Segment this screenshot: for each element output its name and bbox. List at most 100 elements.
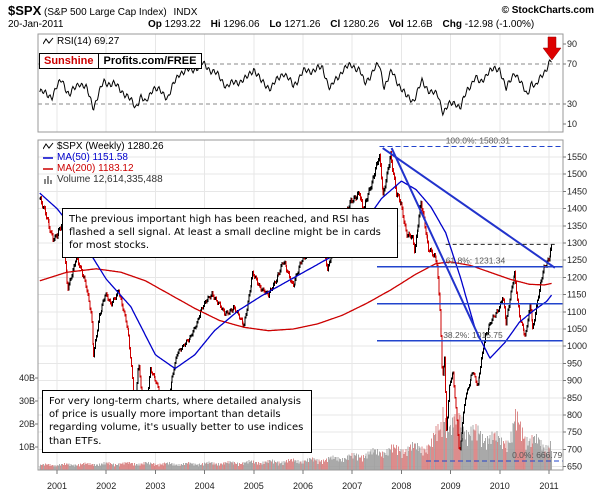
x-axis-year-label: 2008 xyxy=(391,481,411,491)
volume-axis-label: 40B xyxy=(19,373,35,383)
price-axis-label: 1450 xyxy=(567,186,587,196)
price-axis-label: 900 xyxy=(567,376,582,386)
rsi-line xyxy=(39,58,552,117)
index-name: (S&P 500 Large Cap Index) xyxy=(44,7,167,18)
rsi-series xyxy=(39,58,552,117)
rsi-legend: RSI(14) 69.27 xyxy=(43,36,119,47)
ticker-symbol: $SPX xyxy=(8,3,42,18)
rsi-panel-bg xyxy=(38,34,563,132)
annotation-note-2: For very long-term charts, where detaile… xyxy=(42,390,312,453)
steep-declining-resistance-line xyxy=(390,147,482,340)
open-value: 1293.22 xyxy=(164,19,201,30)
price-axis-label: 1200 xyxy=(567,272,587,282)
legend-volume-label: Volume 12,614,335,488 xyxy=(57,174,163,185)
x-axis-year-label: 2011 xyxy=(539,481,558,491)
fib-level-label: 100.0%: 1580.31 xyxy=(446,136,511,146)
volume-axis-label: 30B xyxy=(19,396,35,406)
ma200-line-icon xyxy=(43,168,53,170)
axis-labels: 1550 1500 1450 1400 1350 1300 1250 1200 1150 1100… xyxy=(19,39,587,491)
line-chart-icon xyxy=(43,37,54,45)
sell-signal-arrow-icon xyxy=(542,36,562,61)
open-label: Op xyxy=(148,19,162,30)
chart-header: $SPX (S&P 500 Large Cap Index) INDX xyxy=(8,3,596,19)
price-axis-label: 800 xyxy=(567,410,582,420)
quote-high: Hi 1296.06 xyxy=(211,19,260,30)
rsi-axis-label: 70 xyxy=(567,59,577,69)
quote-close: Cl 1280.26 xyxy=(330,19,379,30)
high-label: Hi xyxy=(210,19,221,30)
watermark: Sunshine Profits.com/FREE xyxy=(39,53,203,69)
x-axis-year-label: 2003 xyxy=(145,481,165,491)
volume-label: Vol xyxy=(388,19,404,30)
price-axis-label: 700 xyxy=(567,444,582,454)
candlestick-icon xyxy=(43,142,54,150)
quote-low: Lo 1271.26 xyxy=(269,19,320,30)
high-value: 1296.06 xyxy=(223,19,260,30)
trendlines xyxy=(382,147,556,340)
rsi-panel-border xyxy=(37,33,564,133)
low-value: 1271.26 xyxy=(284,19,321,30)
x-axis-year-label: 2009 xyxy=(441,481,461,491)
close-value: 1280.26 xyxy=(343,19,380,30)
fib-level-label: 38.2%: 1015.75 xyxy=(443,330,503,340)
volume-value: 12.6B xyxy=(406,19,433,30)
annotation-note-1: The previous important high has been rea… xyxy=(62,208,398,258)
legend-volume-row: Volume 12,614,335,488 xyxy=(43,174,164,185)
price-axis-label: 1500 xyxy=(567,169,587,179)
x-axis-year-label: 2010 xyxy=(490,481,510,491)
legend-ma50-label: MA(50) 1151.58 xyxy=(57,152,128,163)
copyright-label: © StockCharts.com xyxy=(501,5,594,16)
close-label: Cl xyxy=(330,19,341,30)
price-axis-label: 1250 xyxy=(567,255,587,265)
legend-spx-row: $SPX (Weekly) 1280.26 xyxy=(43,141,164,152)
volume-bars xyxy=(39,407,553,470)
volume-bars-icon xyxy=(44,176,52,184)
price-axis-label: 1400 xyxy=(567,204,587,214)
fib-level-label: 0.0%: 666.79 xyxy=(512,450,562,460)
legend-ma50-row: MA(50) 1151.58 xyxy=(43,152,164,163)
price-axis-label: 1300 xyxy=(567,238,587,248)
x-axis-year-label: 2007 xyxy=(342,481,362,491)
moving-averages xyxy=(39,180,553,370)
x-axis-year-label: 2004 xyxy=(195,481,215,491)
rsi-axis-label: 90 xyxy=(567,39,577,49)
x-axis-year-label: 2001 xyxy=(47,481,67,491)
x-axis-year-label: 2002 xyxy=(96,481,116,491)
quote-volume: Vol 12.6B xyxy=(389,19,433,30)
volume-axis-label: 10B xyxy=(19,442,35,452)
volume-axis-label: 20B xyxy=(19,419,35,429)
exchange-label: INDX xyxy=(173,7,198,18)
change-value: -12.98 (-1.00%) xyxy=(464,19,535,30)
long-term-declining-resistance-line xyxy=(382,147,556,269)
fibonacci-levels: 100.0%: 1580.31 61.8%: 1231.34 38.2%: 1015… xyxy=(376,136,563,462)
watermark-suffix: Profits.com/FREE xyxy=(98,53,203,69)
price-axis-label: 1350 xyxy=(567,221,587,231)
quote-change: Chg -12.98 (-1.00%) xyxy=(443,19,535,30)
ma50-line xyxy=(39,180,553,370)
price-axis-label: 1000 xyxy=(567,341,587,351)
quote-strip: Op 1293.22 Hi 1296.06 Lo 1271.26 Cl 1280… xyxy=(148,19,541,30)
ma200-line xyxy=(39,261,552,332)
price-axis-label: 1150 xyxy=(567,290,586,300)
x-axis-year-label: 2005 xyxy=(244,481,264,491)
price-axis-label: 950 xyxy=(567,358,582,368)
legend-ma200-label: MA(200) 1183.12 xyxy=(57,163,134,174)
rsi-legend-label: RSI(14) 69.27 xyxy=(57,36,120,47)
legend-spx-label: $SPX (Weekly) 1280.26 xyxy=(57,141,164,152)
rsi-axis-label: 30 xyxy=(567,99,577,109)
price-axis-label: 1100 xyxy=(567,307,586,317)
price-axis-label: 650 xyxy=(567,462,582,472)
chart-date: 20-Jan-2011 xyxy=(8,19,64,30)
price-axis-label: 850 xyxy=(567,393,582,403)
price-axis-label: 1550 xyxy=(567,152,587,162)
change-label: Chg xyxy=(442,19,462,30)
quote-open: Op 1293.22 xyxy=(148,19,201,30)
price-axis-label: 1050 xyxy=(567,324,587,334)
price-axis-label: 750 xyxy=(567,427,582,437)
rsi-axis-label: 10 xyxy=(567,119,577,129)
x-axis-year-label: 2006 xyxy=(293,481,313,491)
fib-level-label: 61.8%: 1231.34 xyxy=(446,256,506,266)
main-panel-border xyxy=(37,139,564,471)
watermark-brand: Sunshine xyxy=(39,53,99,69)
